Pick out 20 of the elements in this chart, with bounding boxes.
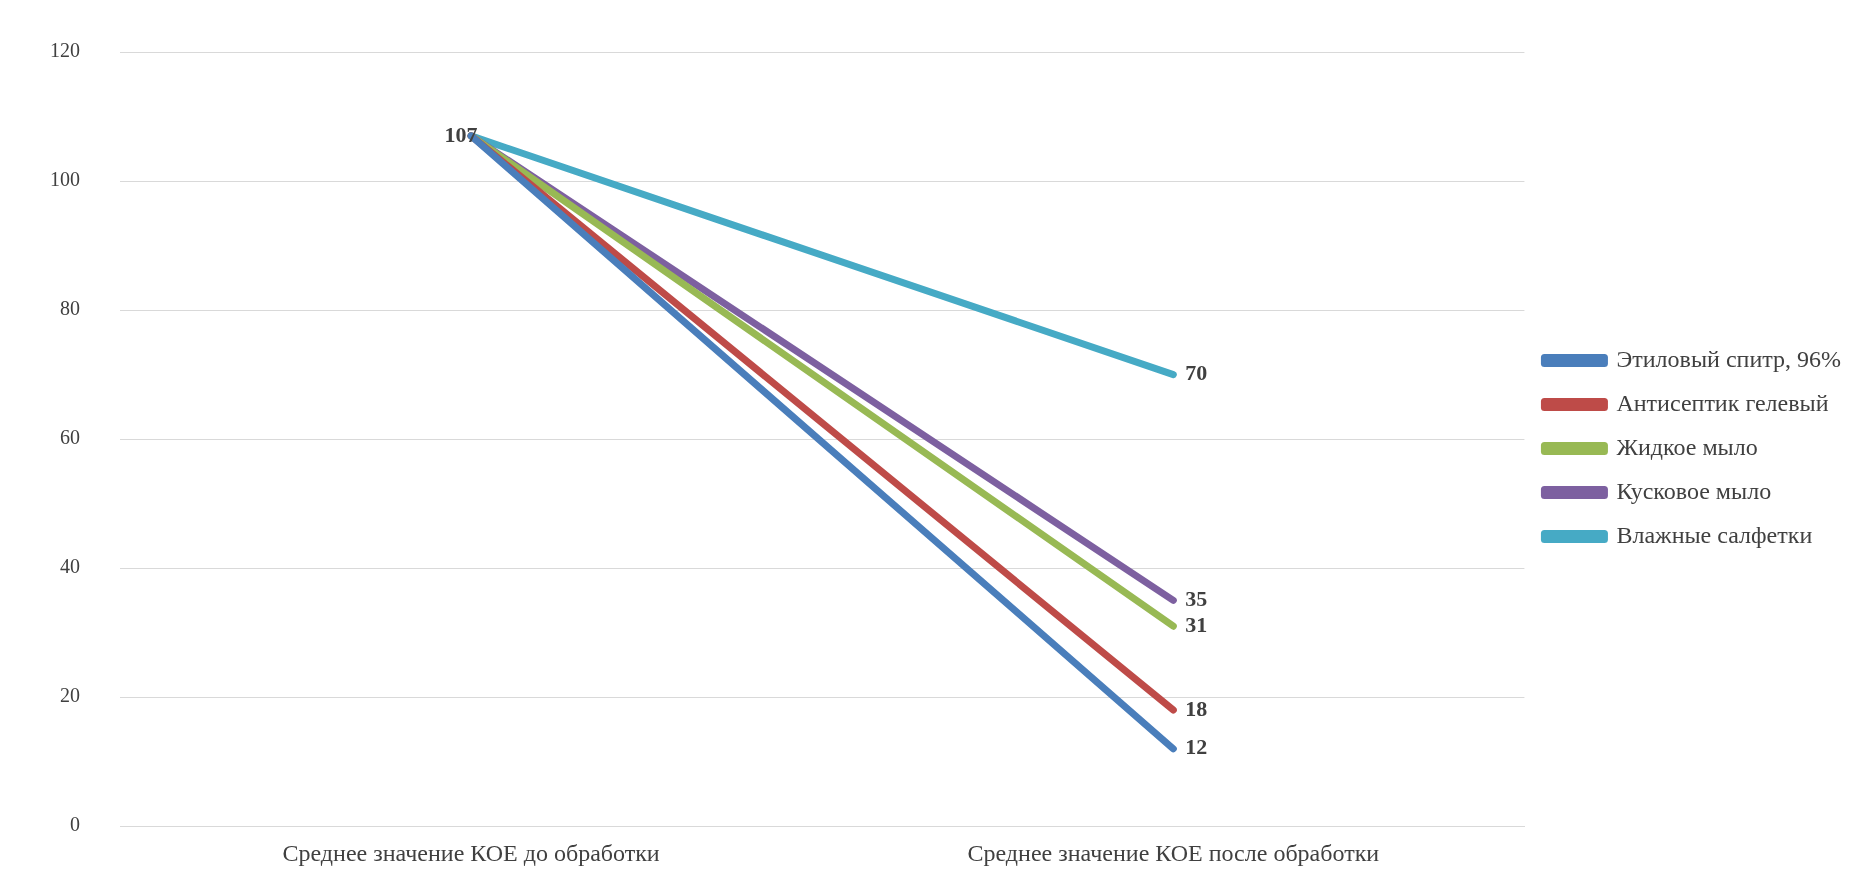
y-tick-label: 100: [50, 168, 80, 191]
data-label: 107: [444, 121, 478, 147]
legend-label: Этиловый спитр, 96%: [1616, 345, 1842, 372]
x-tick-label: Среднее значение КОЕ после обработки: [967, 839, 1380, 866]
data-label: 31: [1185, 611, 1208, 637]
legend-label: Жидкое мыло: [1616, 433, 1758, 460]
data-label: 18: [1185, 695, 1208, 721]
y-tick-label: 120: [50, 39, 80, 62]
data-label: 35: [1185, 586, 1208, 612]
legend-label: Антисептик гелевый: [1616, 389, 1829, 416]
data-label: 12: [1185, 734, 1208, 760]
y-tick-label: 40: [60, 555, 80, 578]
legend-label: Влажные салфетки: [1616, 521, 1813, 548]
y-tick-label: 60: [60, 426, 80, 449]
y-tick-label: 0: [70, 813, 80, 836]
y-tick-label: 80: [60, 297, 80, 320]
y-tick-label: 20: [60, 684, 80, 707]
data-label: 70: [1185, 360, 1208, 386]
legend-label: Кусковое мыло: [1616, 477, 1772, 504]
x-tick-label: Среднее значение КОЕ до обработки: [282, 839, 660, 866]
